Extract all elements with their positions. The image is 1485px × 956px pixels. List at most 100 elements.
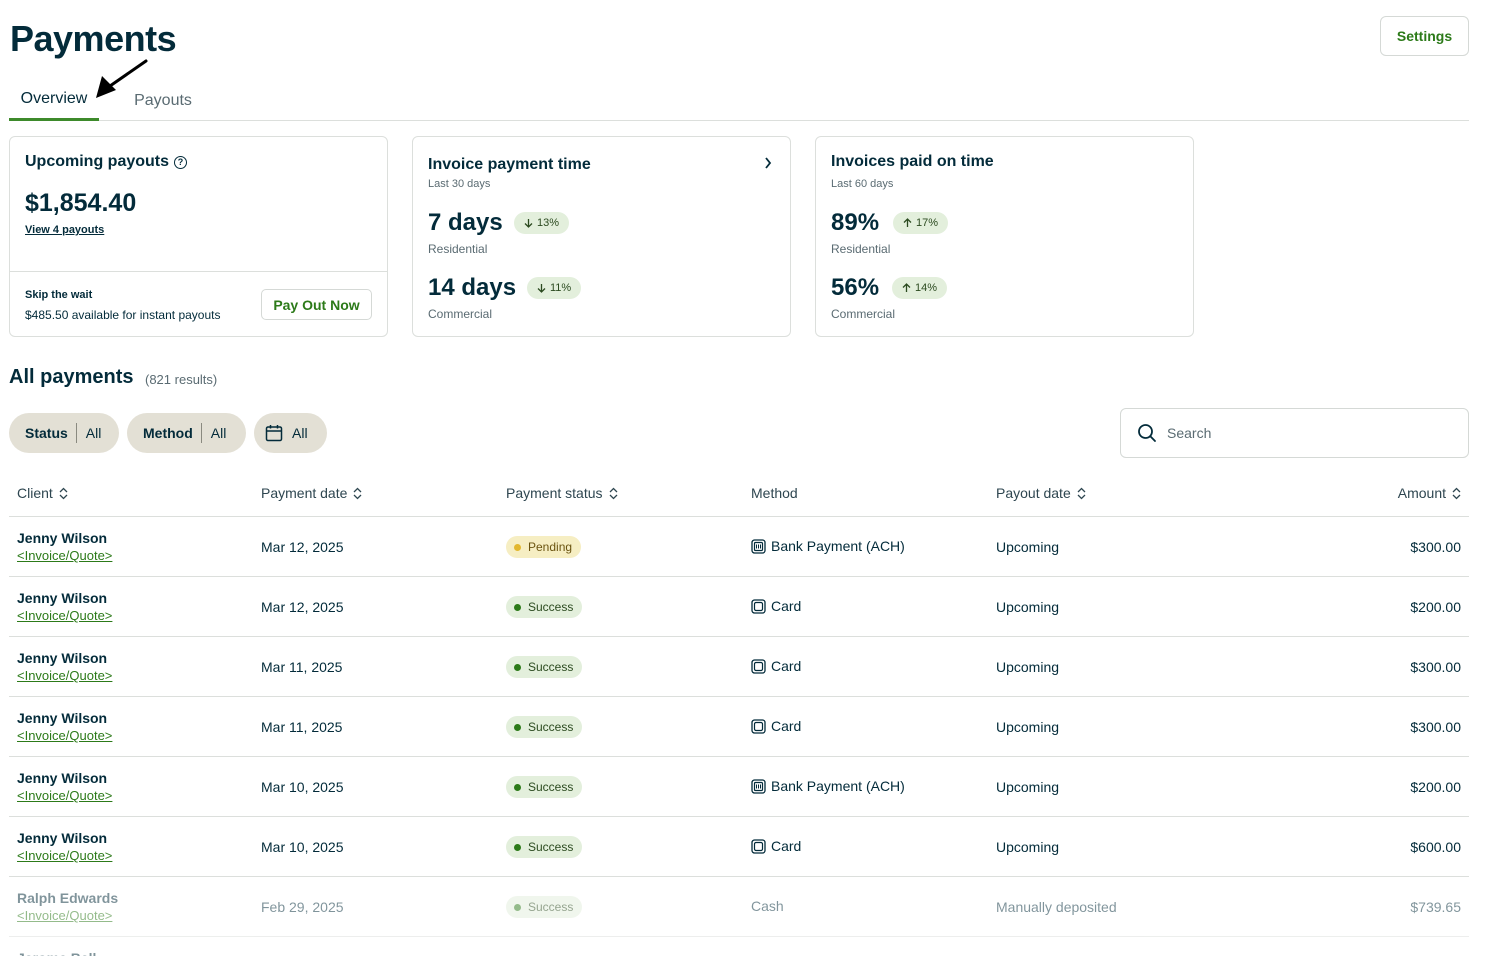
invoice-quote-link[interactable]: <Invoice/Quote> <box>17 788 113 803</box>
card-icon <box>751 838 766 854</box>
amount: $200.00 <box>1410 599 1461 615</box>
column-header-payout-date[interactable]: Payout date <box>996 485 1086 501</box>
arrow-up-icon <box>902 283 911 292</box>
payout-date: Upcoming <box>996 539 1060 555</box>
change-badge: 17% <box>893 212 949 234</box>
upcoming-payouts-title: Upcoming payouts? <box>25 153 188 171</box>
table-row[interactable]: Jerome BellSuccess <box>9 937 1469 956</box>
status-badge: Success <box>506 896 583 918</box>
tab-bar: Overview Payouts <box>9 80 1469 121</box>
column-header-amount[interactable]: Amount <box>1398 485 1461 501</box>
client-cell: Jenny Wilson <Invoice/Quote> <box>17 710 112 743</box>
sort-icon <box>353 487 362 499</box>
status-dot-icon <box>514 783 521 791</box>
period-label: Last 60 days <box>831 178 894 190</box>
invoice-payment-time-card[interactable]: Invoice payment time Last 30 days 7 days… <box>412 136 791 337</box>
payout-date: Manually deposited <box>996 899 1117 915</box>
payment-method: Card <box>751 718 801 734</box>
payout-date: Upcoming <box>996 599 1060 615</box>
status-filter[interactable]: Status All <box>9 413 119 453</box>
invoice-quote-link[interactable]: <Invoice/Quote> <box>17 908 113 923</box>
bank-icon <box>751 538 766 554</box>
payout-date: Upcoming <box>996 839 1060 855</box>
payment-date: Mar 10, 2025 <box>261 779 344 795</box>
sort-icon <box>609 487 617 499</box>
method-filter[interactable]: Method All <box>127 413 246 453</box>
table-row[interactable]: Jenny Wilson <Invoice/Quote> Mar 10, 2025 S… <box>9 757 1469 817</box>
metric-label: Commercial <box>428 307 493 321</box>
status-badge: Success <box>506 776 583 798</box>
search-icon <box>1138 424 1156 442</box>
client-name: Jerome Bell <box>17 950 96 956</box>
payment-method: Card <box>751 838 801 854</box>
chevron-right-icon[interactable] <box>764 156 772 172</box>
status-badge: Success <box>506 656 583 678</box>
search-box[interactable] <box>1120 408 1469 458</box>
table-row[interactable]: Ralph Edwards <Invoice/Quote> Feb 29, 2025… <box>9 877 1469 937</box>
table-row[interactable]: Jenny Wilson <Invoice/Quote> Mar 11, 2025 S… <box>9 697 1469 757</box>
table-row[interactable]: Jenny Wilson <Invoice/Quote> Mar 10, 2025 S… <box>9 817 1469 877</box>
search-input[interactable] <box>1167 425 1447 441</box>
metric-label: Residential <box>428 242 488 256</box>
client-cell: Jenny Wilson <Invoice/Quote> <box>17 830 112 863</box>
metric-value: 89% <box>831 209 880 236</box>
divider <box>200 423 202 443</box>
upcoming-payouts-amount: $1,854.40 <box>25 189 137 217</box>
invoice-quote-link[interactable]: <Invoice/Quote> <box>17 668 113 683</box>
status-badge: Success <box>506 716 583 738</box>
invoice-quote-link[interactable]: <Invoice/Quote> <box>17 728 113 743</box>
client-name: Jenny Wilson <box>17 590 108 606</box>
client-name: Jenny Wilson <box>17 770 108 786</box>
instant-payout-available: $485.50 available for instant payouts <box>25 308 221 322</box>
tab-overview[interactable]: Overview <box>9 80 99 121</box>
invoice-quote-link[interactable]: <Invoice/Quote> <box>17 548 113 563</box>
table-row[interactable]: Jenny Wilson <Invoice/Quote> Mar 12, 2025 S… <box>9 577 1469 637</box>
arrow-down-icon <box>537 284 546 293</box>
client-name: Jenny Wilson <box>17 830 108 846</box>
invoice-quote-link[interactable]: <Invoice/Quote> <box>17 848 113 863</box>
invoice-quote-link[interactable]: <Invoice/Quote> <box>17 608 113 623</box>
metric-label: Residential <box>831 242 891 256</box>
upcoming-payouts-card: Upcoming payouts? $1,854.40 View 4 payou… <box>9 136 388 337</box>
amount: $300.00 <box>1410 659 1461 675</box>
pay-out-now-button[interactable]: Pay Out Now <box>261 289 372 320</box>
table-row[interactable]: Jenny Wilson <Invoice/Quote> Mar 12, 2025 P… <box>9 517 1469 577</box>
amount: $200.00 <box>1410 779 1461 795</box>
view-payouts-link[interactable]: View 4 payouts <box>25 224 105 236</box>
client-cell: Ralph Edwards <Invoice/Quote> <box>17 890 118 923</box>
client-cell: Jenny Wilson <Invoice/Quote> <box>17 590 112 623</box>
payment-date: Mar 10, 2025 <box>261 839 344 855</box>
calendar-icon <box>265 425 283 442</box>
card-icon <box>751 598 766 614</box>
column-header-payment-date[interactable]: Payment date <box>261 485 362 501</box>
status-dot-icon <box>514 663 521 671</box>
payment-date: Mar 12, 2025 <box>261 539 344 555</box>
payment-method: Card <box>751 658 801 674</box>
date-filter[interactable]: All <box>254 413 327 453</box>
client-name: Jenny Wilson <box>17 710 108 726</box>
sort-icon <box>1452 487 1461 499</box>
payment-method: Card <box>751 598 801 614</box>
status-dot-icon <box>514 603 521 611</box>
status-badge: Success <box>506 836 583 858</box>
arrow-down-icon <box>524 219 533 228</box>
status-badge: Success <box>506 596 583 618</box>
column-header-client[interactable]: Client <box>17 485 68 501</box>
table-header: Client Payment date Payment status Metho… <box>9 470 1469 517</box>
payment-date: Mar 11, 2025 <box>261 659 343 675</box>
payout-date: Upcoming <box>996 659 1060 675</box>
period-label: Last 30 days <box>428 178 491 190</box>
metric-value: 7 days <box>428 209 503 236</box>
tab-payouts[interactable]: Payouts <box>134 91 192 109</box>
client-cell: Jenny Wilson <Invoice/Quote> <box>17 530 112 563</box>
client-cell: Jenny Wilson <Invoice/Quote> <box>17 650 112 683</box>
settings-button[interactable]: Settings <box>1380 16 1469 56</box>
column-header-payment-status[interactable]: Payment status <box>506 485 618 501</box>
status-badge: Pending <box>506 536 582 558</box>
help-icon[interactable]: ? <box>174 156 188 169</box>
table-row[interactable]: Jenny Wilson <Invoice/Quote> Mar 11, 2025 S… <box>9 637 1469 697</box>
sort-icon <box>59 487 68 499</box>
status-dot-icon <box>514 543 521 551</box>
payment-method: Bank Payment (ACH) <box>751 778 905 794</box>
invoices-paid-on-time-title: Invoices paid on time <box>831 153 994 170</box>
